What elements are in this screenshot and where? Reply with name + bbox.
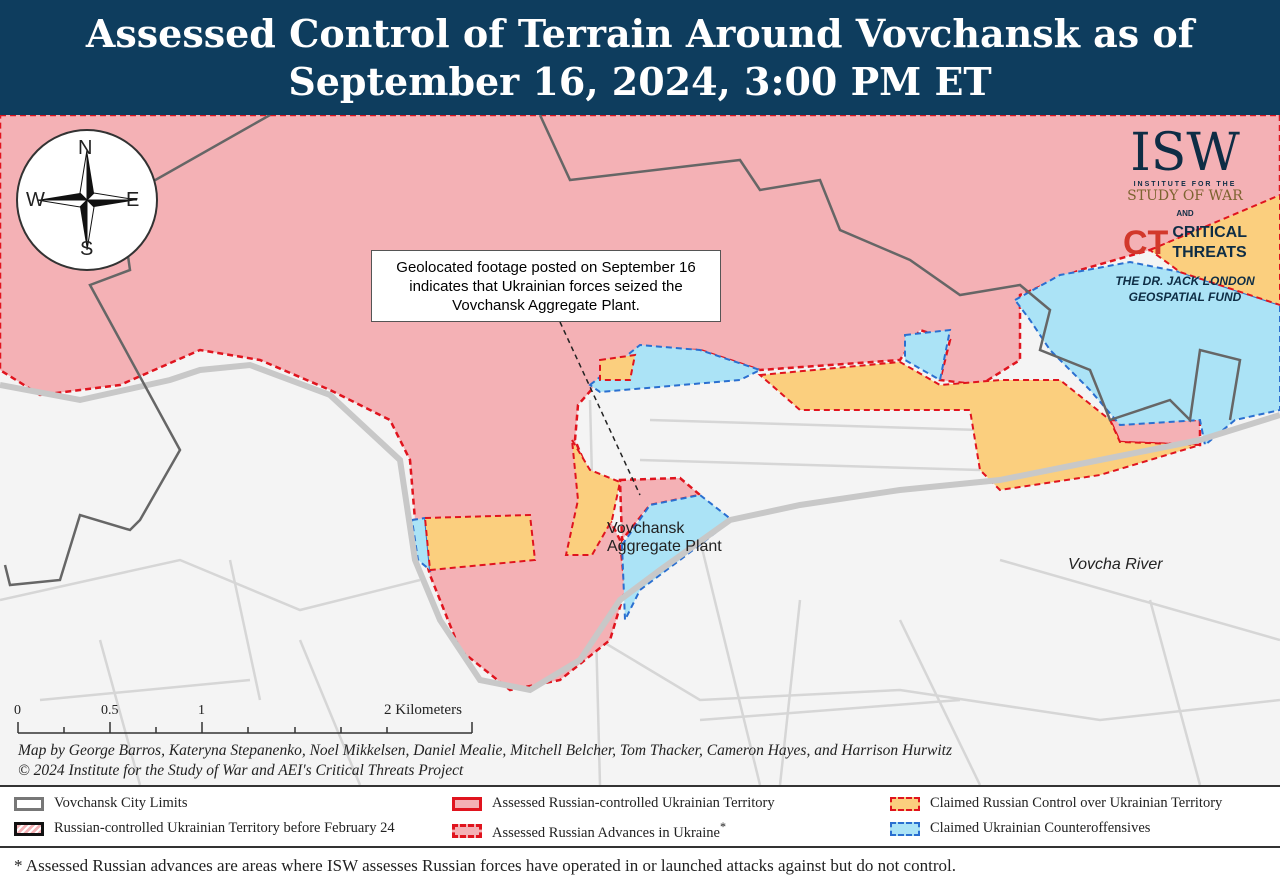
ct-logo-icon: CT — [1123, 223, 1169, 262]
legend: Vovchansk City Limits Russian-controlled… — [0, 785, 1280, 848]
legend-label: Vovchansk City Limits — [54, 795, 188, 811]
scale-bar — [17, 722, 473, 734]
credits-copyright: © 2024 Institute for the Study of War an… — [18, 762, 464, 779]
scale-tick-2: 2 Kilometers — [384, 702, 462, 718]
compass-s: S — [80, 238, 94, 260]
credits-authors: Map by George Barros, Kateryna Stepanenk… — [18, 742, 953, 759]
footnote: * Assessed Russian advances are areas wh… — [14, 856, 956, 875]
russian-advances-swatch — [452, 823, 482, 838]
vovcha-river — [0, 361, 1280, 694]
fund-line2: GEOSPATIAL FUND — [1128, 290, 1242, 304]
roads — [0, 399, 1280, 786]
legend-label: Assessed Russian Advances in Ukraine* — [492, 820, 726, 842]
russian-controlled-area — [0, 113, 1280, 692]
legend-label: Assessed Russian-controlled Ukrainian Te… — [492, 795, 775, 811]
claimed-russian-small — [599, 353, 637, 381]
ct-line2: THREATS — [1172, 244, 1247, 261]
scale-tick-0-5: 0.5 — [101, 703, 119, 718]
asterisk: * — [719, 820, 726, 834]
callout-box: Geolocated footage posted on September 1… — [371, 250, 721, 322]
claimed-russian-west — [423, 513, 537, 572]
plant-label-line2: Aggregate Plant — [607, 538, 722, 555]
russian-controlled-swatch — [452, 796, 482, 811]
river-label: Vovcha River — [1068, 556, 1163, 573]
compass — [16, 129, 158, 271]
isw-logo: ISW — [1130, 123, 1240, 183]
compass-e: E — [126, 189, 140, 211]
legend-label: Claimed Ukrainian Counteroffensives — [930, 820, 1151, 836]
isw-sub1: INSTITUTE FOR THE — [1133, 181, 1237, 188]
scale-tick-0: 0 — [14, 703, 21, 718]
ct-line1: CRITICAL — [1172, 224, 1247, 241]
callout-text: Geolocated footage posted on September 1… — [396, 259, 696, 314]
ukrainian-counter-swatch — [890, 821, 920, 836]
map-area: N S E W Geolocated footage posted on Sep… — [0, 113, 1280, 786]
logo-and: AND — [1176, 209, 1194, 218]
claimed-russian-east — [757, 360, 1201, 492]
isw-sub2: STUDY OF WAR — [1127, 188, 1243, 204]
plant-label-line1: Vovchansk — [607, 520, 685, 537]
legend-label: Russian-controlled Ukrainian Territory b… — [54, 820, 395, 836]
claimed-russian-middle — [564, 439, 622, 556]
legend-label-text: Assessed Russian Advances in Ukraine — [492, 824, 720, 841]
legend-item-pre-feb24: Russian-controlled Ukrainian Territory b… — [14, 820, 395, 837]
claimed-russian-swatch — [890, 796, 920, 811]
title-line-1: Assessed Control of Terrain Around Vovch… — [85, 11, 1195, 56]
compass-w: W — [26, 189, 45, 211]
isw-ct-logo: ISW INSTITUTE FOR THE STUDY OF WAR AND C… — [1100, 125, 1270, 305]
compass-n: N — [78, 137, 93, 159]
legend-item-claimed-russian: Claimed Russian Control over Ukrainian T… — [890, 795, 1222, 812]
claimed-russian-corner — [1147, 193, 1280, 307]
title-line-2: September 16, 2024, 3:00 PM ET — [288, 59, 992, 104]
scale-tick-1: 1 — [198, 703, 205, 718]
legend-item-russian-advances: Assessed Russian Advances in Ukraine* — [452, 820, 726, 842]
ukrainian-counteroffensive-north — [588, 328, 952, 394]
fund-line1: THE DR. JACK LONDON — [1115, 274, 1255, 288]
legend-label: Claimed Russian Control over Ukrainian T… — [930, 795, 1223, 811]
legend-item-ukrainian-counter: Claimed Ukrainian Counteroffensives — [890, 820, 1150, 837]
map-title: Assessed Control of Terrain Around Vovch… — [0, 0, 1280, 115]
ukrainian-counteroffensive-northeast — [1013, 260, 1280, 447]
city-limits-swatch — [14, 796, 44, 811]
map-svg — [0, 113, 1280, 786]
legend-item-city-limits: Vovchansk City Limits — [14, 795, 187, 812]
callout-leader-line — [559, 321, 641, 496]
plant-label: Vovchansk Aggregate Plant — [607, 520, 722, 556]
hatched-swatch — [14, 821, 44, 836]
legend-item-russian-controlled: Assessed Russian-controlled Ukrainian Te… — [452, 795, 775, 812]
